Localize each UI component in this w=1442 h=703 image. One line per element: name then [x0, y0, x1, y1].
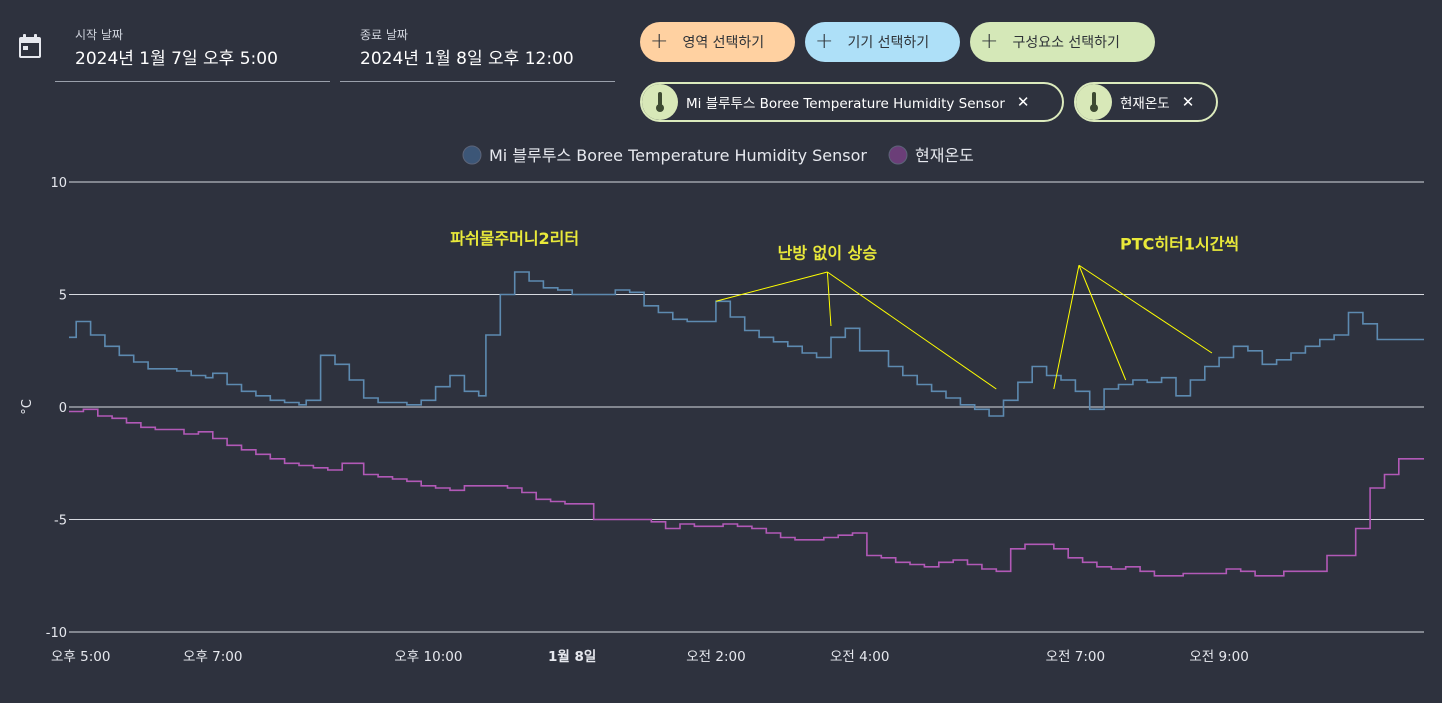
x-tick-label: 오전 7:00 — [1046, 649, 1105, 665]
x-tick-label: 오전 9:00 — [1189, 649, 1248, 665]
select-area-label: 영역 선택하기 — [682, 35, 765, 51]
annotation-text: PTC히터1시간씩 — [1120, 235, 1239, 254]
chart-grid: 10 5 0 -5 -10 °C 오후 5:00 오후 7:00 오후 10:00 1월 8일 오전… — [20, 176, 1424, 665]
annotation-line — [1053, 265, 1080, 390]
history-chart: Mi 블루투스 Boree Temperature Humidity Senso… — [20, 145, 1424, 665]
x-tick-label: 1월 8일 — [548, 648, 596, 665]
legend-marker[interactable] — [888, 145, 908, 165]
series-line-0 — [69, 271, 1424, 417]
y-axis-label: °C — [20, 399, 35, 415]
chart-series — [69, 271, 1424, 577]
start-date-value[interactable]: 2024년 1월 7일 오후 5:00 — [75, 49, 278, 69]
select-device-button[interactable]: + 기기 선택하기 — [805, 22, 960, 62]
y-tick-label: 5 — [59, 289, 67, 304]
start-date-field[interactable]: 시작 날짜 2024년 1월 7일 오후 5:00 — [55, 22, 330, 82]
select-device-label: 기기 선택하기 — [847, 35, 930, 51]
chip-current-temp[interactable]: 현재온도 ✕ — [1074, 82, 1218, 122]
thermometer-icon — [1076, 84, 1112, 120]
annotation-text: 난방 없이 상승 — [778, 244, 878, 263]
close-icon[interactable]: ✕ — [1181, 93, 1195, 111]
close-icon[interactable]: ✕ — [1016, 93, 1030, 111]
series-line-1 — [69, 408, 1424, 577]
annotation-line — [715, 271, 828, 302]
x-tick-label: 오전 4:00 — [830, 649, 889, 665]
annotation-text: 파쉬물주머니2리터 — [450, 229, 579, 248]
plus-icon: + — [815, 29, 834, 54]
y-tick-label: -5 — [54, 514, 67, 529]
x-tick-label: 오후 7:00 — [183, 649, 242, 665]
chip-sensor-device[interactable]: Mi 블루투스 Boree Temperature Humidity Senso… — [640, 82, 1064, 122]
thermometer-icon — [642, 84, 678, 120]
end-date-field[interactable]: 종료 날짜 2024년 1월 8일 오후 12:00 — [340, 22, 615, 82]
x-tick-label: 오전 2:00 — [686, 649, 745, 665]
start-date-label: 시작 날짜 — [75, 28, 123, 42]
annotation-line — [1078, 265, 1127, 381]
chart-legend: Mi 블루투스 Boree Temperature Humidity Senso… — [462, 145, 974, 165]
legend-label[interactable]: Mi 블루투스 Boree Temperature Humidity Senso… — [489, 146, 867, 165]
end-date-value[interactable]: 2024년 1월 8일 오후 12:00 — [360, 49, 574, 69]
calendar-icon[interactable] — [18, 33, 42, 59]
x-tick-label: 오후 5:00 — [51, 649, 110, 665]
plus-icon: + — [980, 29, 999, 54]
end-date-label: 종료 날짜 — [360, 28, 408, 42]
select-area-button[interactable]: + 영역 선택하기 — [640, 22, 795, 62]
select-entity-button[interactable]: + 구성요소 선택하기 — [970, 22, 1155, 62]
y-tick-label: 0 — [59, 401, 67, 416]
y-tick-label: 10 — [50, 176, 67, 191]
legend-label[interactable]: 현재온도 — [915, 146, 974, 165]
annotation-line — [826, 271, 832, 327]
y-tick-label: -10 — [46, 626, 67, 641]
annotation-line — [1078, 264, 1213, 354]
select-entity-label: 구성요소 선택하기 — [1012, 35, 1120, 51]
chip-sensor-label: Mi 블루투스 Boree Temperature Humidity Senso… — [686, 96, 1005, 112]
annotation-line — [827, 271, 997, 390]
chip-current-temp-label: 현재온도 — [1120, 96, 1170, 112]
x-tick-label: 오후 10:00 — [394, 649, 462, 665]
legend-marker[interactable] — [462, 145, 482, 165]
plus-icon: + — [650, 29, 669, 54]
